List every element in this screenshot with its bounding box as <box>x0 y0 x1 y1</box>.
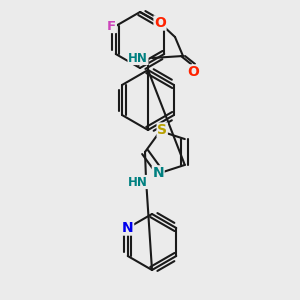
Text: N: N <box>152 166 164 180</box>
Text: HN: HN <box>128 176 148 188</box>
Text: N: N <box>122 221 134 235</box>
Text: O: O <box>187 65 199 79</box>
Text: S: S <box>157 123 167 137</box>
Text: HN: HN <box>128 52 148 64</box>
Text: F: F <box>107 20 116 32</box>
Text: O: O <box>154 16 166 30</box>
